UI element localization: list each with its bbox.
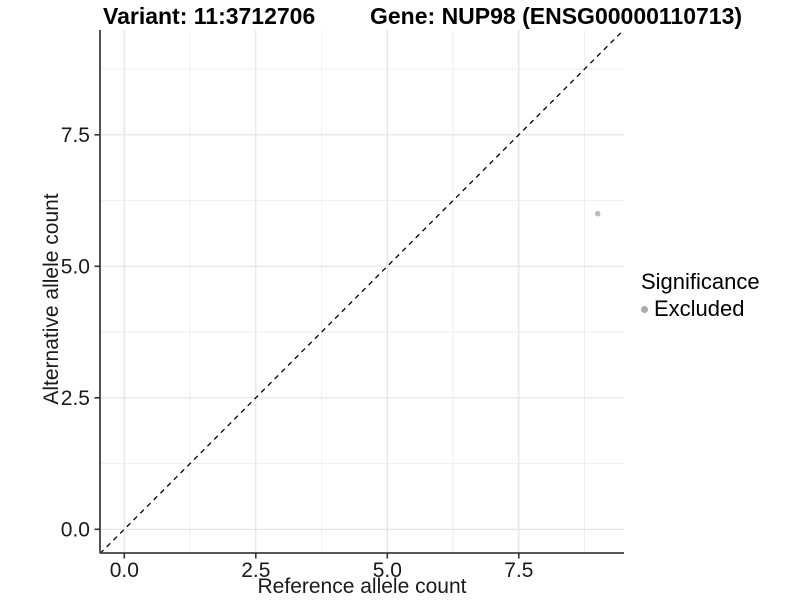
x-tick-label: 0.0 xyxy=(110,559,139,582)
data-point xyxy=(594,210,601,217)
plot-title-gene: Gene: NUP98 (ENSG00000110713) xyxy=(370,3,743,29)
y-tick-label: 0.0 xyxy=(61,518,90,541)
x-tick-label: 2.5 xyxy=(241,559,270,582)
x-axis-title: Reference allele count xyxy=(257,575,467,598)
y-tick-label: 2.5 xyxy=(61,387,90,410)
legend-entry-excluded: Excluded xyxy=(641,297,760,321)
legend: Significance Excluded xyxy=(641,269,760,321)
y-axis-title: Alternative allele count xyxy=(40,193,63,405)
plot-title-variant: Variant: 11:3712706 xyxy=(103,3,316,29)
y-tick-label: 5.0 xyxy=(61,255,90,278)
identity-dashed-line xyxy=(99,29,625,555)
legend-entry-label: Excluded xyxy=(654,296,745,321)
legend-key-dot-icon xyxy=(641,305,648,313)
x-tick-label: 5.0 xyxy=(373,559,402,582)
y-tick-label: 7.5 xyxy=(61,124,90,147)
x-tick-label: 7.5 xyxy=(504,559,533,582)
legend-title: Significance xyxy=(641,269,760,294)
